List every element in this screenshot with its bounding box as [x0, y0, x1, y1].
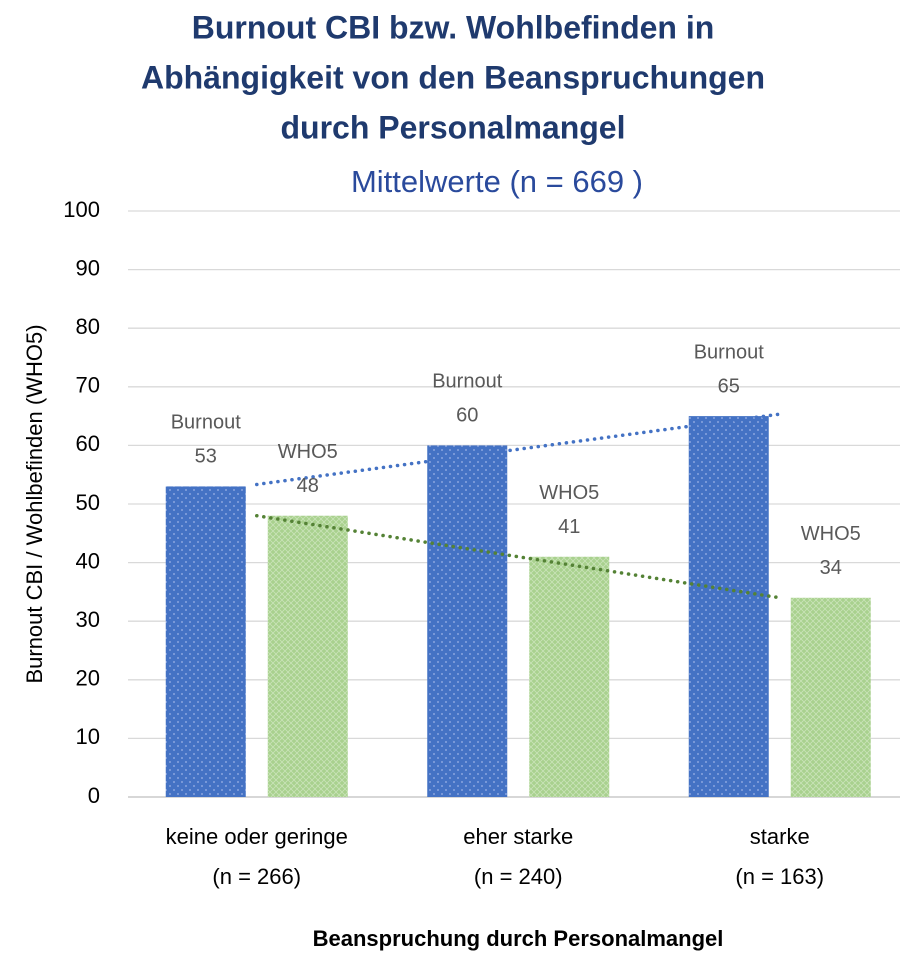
- y-tick-label: 40: [76, 548, 100, 573]
- bar: [529, 556, 610, 797]
- trendline: [255, 513, 782, 600]
- chart-subtitle: Mittelwerte (n = 669 ): [351, 164, 643, 199]
- bar: [427, 445, 508, 797]
- y-tick-label: 20: [76, 666, 100, 691]
- data-label-name: WHO5: [278, 441, 338, 463]
- x-tick-label: (n = 163): [735, 864, 824, 889]
- x-tick-label: eher starke: [463, 824, 573, 849]
- y-tick-label: 0: [88, 783, 100, 808]
- y-tick-label: 80: [76, 314, 100, 339]
- y-tick-label: 30: [76, 607, 100, 632]
- chart-title: durch Personalmangel: [281, 109, 626, 145]
- data-label-name: WHO5: [539, 482, 599, 504]
- x-tick-label: starke: [750, 824, 810, 849]
- data-label-name: WHO5: [801, 523, 861, 545]
- data-label: 41: [558, 516, 580, 538]
- bar: [165, 486, 246, 797]
- y-axis-title: Burnout CBI / Wohlbefinden (WHO5): [22, 324, 47, 683]
- x-tick-label: (n = 266): [212, 864, 301, 889]
- trendline: [255, 412, 782, 487]
- chart-title: Abhängigkeit von den Beanspruchungen: [141, 59, 765, 95]
- y-tick-label: 70: [76, 373, 100, 398]
- y-tick-label: 60: [76, 431, 100, 456]
- bar: [688, 416, 769, 797]
- bar: [267, 515, 348, 797]
- data-label-name: Burnout: [694, 341, 764, 363]
- data-label: 53: [195, 446, 217, 468]
- data-label: 34: [820, 557, 842, 579]
- bar: [790, 597, 871, 797]
- x-tick-label: keine oder geringe: [166, 824, 348, 849]
- y-tick-label: 90: [76, 255, 100, 280]
- data-label-name: Burnout: [171, 412, 241, 434]
- data-label: 65: [718, 375, 740, 397]
- x-tick-label: (n = 240): [474, 864, 563, 889]
- chart-title: Burnout CBI bzw. Wohlbefinden in: [192, 9, 715, 45]
- x-axis-title: Beanspruchung durch Personalmangel: [313, 926, 724, 951]
- data-label: 60: [456, 405, 478, 427]
- y-tick-label: 100: [63, 197, 100, 222]
- data-label-name: Burnout: [432, 371, 502, 393]
- y-tick-label: 10: [76, 724, 100, 749]
- y-tick-label: 50: [76, 490, 100, 515]
- data-label: 48: [297, 475, 319, 497]
